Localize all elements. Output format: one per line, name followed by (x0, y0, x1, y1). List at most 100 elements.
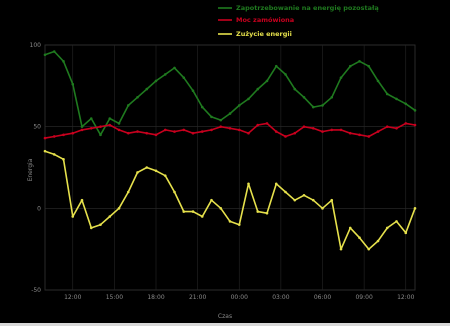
series-1-point (219, 118, 223, 122)
series-3-point (274, 182, 278, 186)
series-1-point (339, 76, 343, 79)
series-1-point (145, 87, 149, 91)
series-1-point (284, 73, 287, 76)
series-1-point (191, 89, 195, 93)
series-3-point (311, 198, 315, 202)
series-3-point (404, 231, 408, 235)
series-1-point (154, 79, 158, 83)
series-3-point (71, 215, 75, 218)
series-2-point (265, 122, 269, 125)
series-2-point (348, 131, 352, 135)
plot-border (44, 44, 416, 291)
series-2-point (321, 130, 324, 133)
x-tick-label: 12:00 (397, 294, 414, 301)
series-1-point (321, 104, 324, 107)
series-1-point (163, 73, 167, 76)
series-1-point (265, 79, 269, 83)
x-tick-label: 06:00 (314, 294, 331, 301)
series-2-point (126, 131, 130, 135)
series-1-point (200, 105, 204, 109)
series-1-point (182, 76, 186, 79)
series-3-point (200, 215, 204, 218)
series-2-point (191, 131, 195, 135)
x-tick-label: 18:00 (147, 294, 164, 301)
series-3-point (302, 193, 306, 197)
series-3-point (99, 223, 102, 226)
series-2-point (376, 130, 380, 133)
series-line-1 (44, 50, 416, 136)
series-1-point (367, 64, 371, 68)
y-tick-label: -50 (31, 287, 41, 294)
legend-entry-3: Zużycie energii (236, 30, 292, 38)
x-tick-label: 15:00 (106, 294, 123, 301)
x-tick-label: 21:00 (189, 294, 206, 301)
series-3-point (358, 236, 361, 240)
series-3-point (237, 223, 241, 226)
series-1-point (43, 53, 47, 57)
series-1-point (117, 122, 121, 125)
series-2-point (228, 127, 232, 130)
series-3-point (126, 190, 130, 194)
series-1-point (80, 125, 84, 128)
y-axis-title: Energia (27, 158, 34, 181)
series-2-point (163, 128, 167, 132)
series-1-point (376, 79, 380, 83)
series-1-point (293, 87, 297, 91)
series-3-point (385, 226, 389, 230)
series-1-point (228, 112, 232, 115)
series-3-point (330, 198, 334, 202)
series-1-point (395, 97, 398, 101)
series-3-point (228, 220, 232, 223)
series-1-point (404, 102, 408, 106)
series-1-point (210, 115, 213, 119)
series-2-point (413, 123, 417, 127)
series-3-point (145, 166, 149, 169)
series-1-point (247, 97, 250, 101)
series-3-point (117, 207, 121, 210)
series-3-point (321, 207, 324, 210)
series-2-point (136, 130, 139, 133)
series-1-point (274, 64, 278, 68)
series-3-point (136, 171, 139, 174)
series-1-point (71, 82, 75, 86)
legend-entry-1: Zapotrzebowanie na energię pozostałą (236, 4, 379, 12)
series-1-point (348, 64, 352, 68)
series-2-point (117, 128, 121, 132)
series-1-point (237, 104, 241, 107)
series-3-point (284, 190, 287, 194)
series-3-point (173, 190, 176, 194)
series-2-point (302, 125, 306, 128)
series-2-point (99, 125, 102, 128)
series-2-point (284, 135, 287, 138)
series-2-point (182, 128, 186, 132)
series-3-point (163, 174, 167, 177)
series-2-point (219, 125, 223, 128)
legend-entry-2: Moc zamówiona (236, 16, 294, 24)
series-3-point (52, 153, 56, 156)
series-1-point (385, 92, 389, 96)
series-3-point (154, 169, 158, 173)
series-2-point (62, 133, 65, 137)
series-2-point (404, 122, 408, 125)
x-tick-label: 00:00 (231, 294, 248, 301)
y-tick-label: 0 (37, 205, 41, 212)
series-2-point (339, 128, 343, 132)
series-1-point (256, 87, 260, 91)
x-tick-label: 03:00 (272, 294, 289, 301)
series-2-point (385, 125, 389, 128)
series-2-point (71, 131, 75, 135)
x-tick-label: 09:00 (355, 294, 372, 301)
series-2-point (256, 123, 260, 127)
x-axis-title: Czas (218, 313, 232, 320)
series-2-point (200, 130, 204, 133)
series-1-point (136, 95, 139, 99)
series-2-point (80, 128, 84, 132)
series-2-point (173, 130, 176, 133)
series-2-point (395, 127, 398, 130)
series-2-point (358, 133, 361, 137)
y-tick-label: 100 (30, 42, 42, 49)
series-3-point (376, 239, 380, 243)
series-1-point (330, 95, 334, 99)
series-1-point (89, 117, 93, 120)
